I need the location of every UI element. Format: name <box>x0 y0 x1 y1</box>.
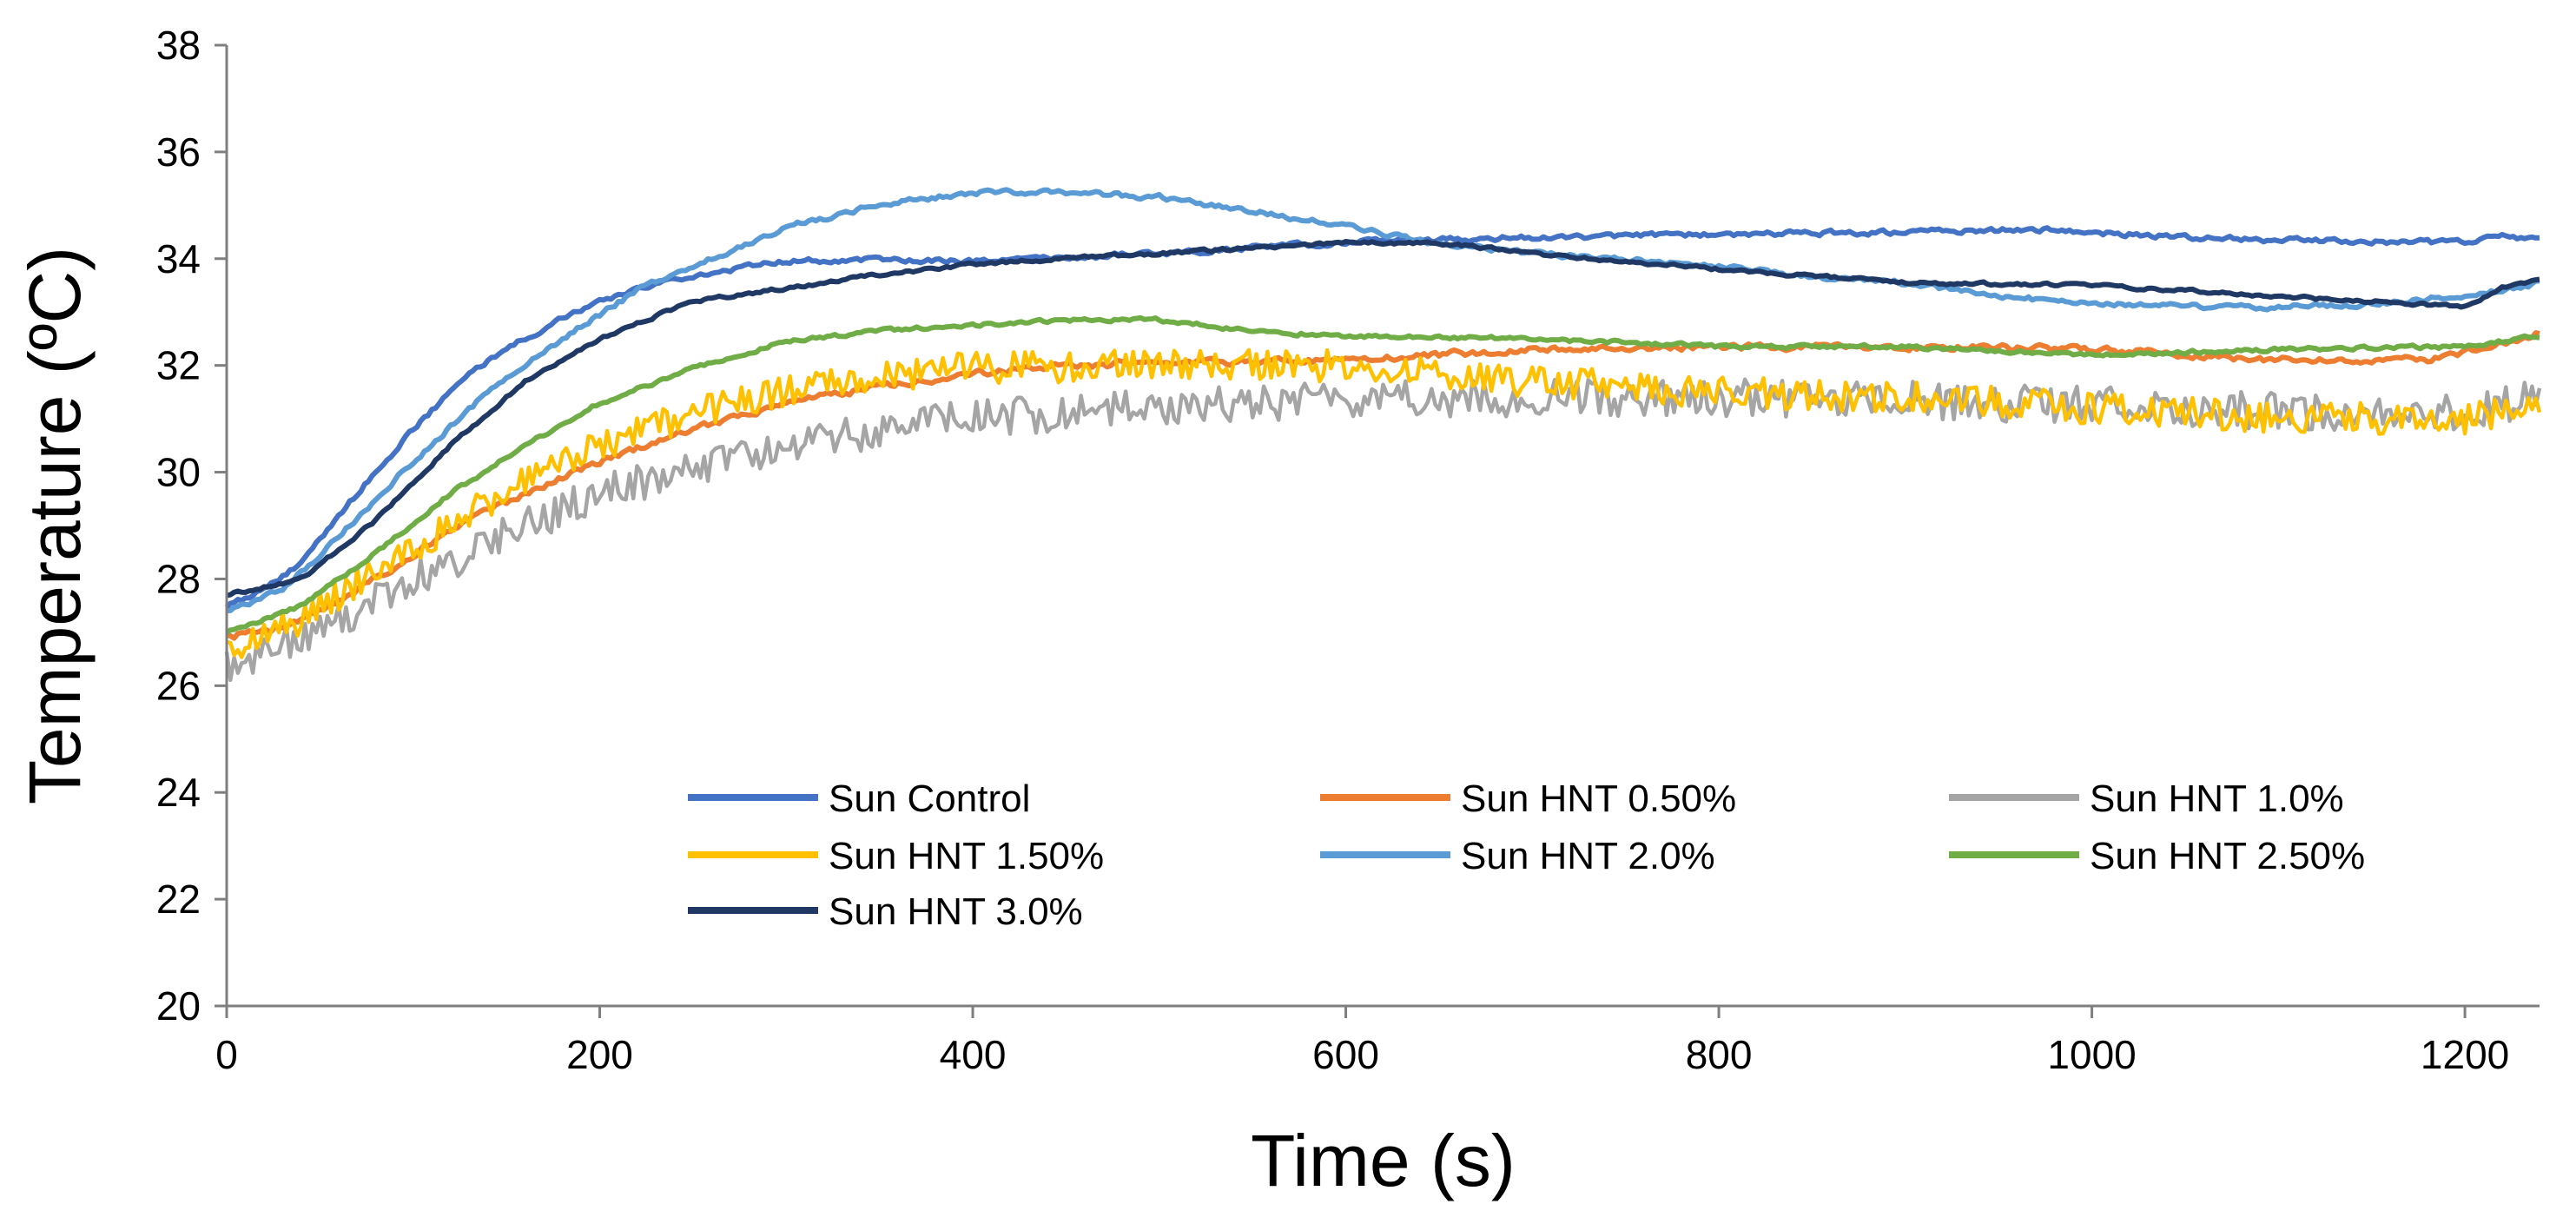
y-tick-label: 32 <box>156 343 201 388</box>
y-tick-label: 30 <box>156 450 201 495</box>
series-line <box>226 239 2540 599</box>
x-tick-label: 0 <box>215 1032 238 1077</box>
legend-label: Sun HNT 1.0% <box>2090 777 2344 820</box>
series-layer <box>224 187 2542 683</box>
legend-label: Sun HNT 1.50% <box>829 835 1104 877</box>
legend-label: Sun HNT 0.50% <box>1461 777 1736 820</box>
legend-label: Sun HNT 2.0% <box>1461 835 1715 877</box>
series-line <box>226 347 2542 659</box>
legend-label: Sun HNT 3.0% <box>829 890 1083 933</box>
y-tick-label: 26 <box>156 663 201 708</box>
legend: Sun Control Sun HNT 0.50% Sun HNT 1.0% Sun … <box>688 777 2365 933</box>
axes-layer <box>225 45 2540 1008</box>
series-line <box>224 225 2540 610</box>
y-axis-title: Temperature (ºC) <box>14 247 96 804</box>
series-line <box>226 187 2540 613</box>
ticks-layer: 20 22 24 26 28 30 32 34 36 38 0 200 400 600 800 1000 120… <box>156 23 2509 1077</box>
series-line <box>224 377 2542 683</box>
series-line <box>226 330 2540 641</box>
x-tick-label: 600 <box>1312 1032 1379 1077</box>
legend-label: Sun Control <box>829 777 1030 820</box>
y-tick-label: 22 <box>156 877 201 922</box>
y-tick-label: 28 <box>156 556 201 601</box>
x-tick-label: 400 <box>940 1032 1007 1077</box>
legend-label: Sun HNT 2.50% <box>2090 835 2365 877</box>
x-tick-label: 1000 <box>2047 1032 2136 1077</box>
y-tick-label: 36 <box>156 129 201 175</box>
series-line <box>225 314 2540 635</box>
y-tick-label: 20 <box>156 983 201 1029</box>
y-tick-label: 38 <box>156 23 201 68</box>
x-tick-label: 200 <box>566 1032 633 1077</box>
x-tick-label: 800 <box>1686 1032 1753 1077</box>
x-axis-title: Time (s) <box>1251 1120 1516 1201</box>
x-tick-label: 1200 <box>2421 1032 2509 1077</box>
y-tick-label: 34 <box>156 236 201 281</box>
y-tick-label: 24 <box>156 770 201 815</box>
